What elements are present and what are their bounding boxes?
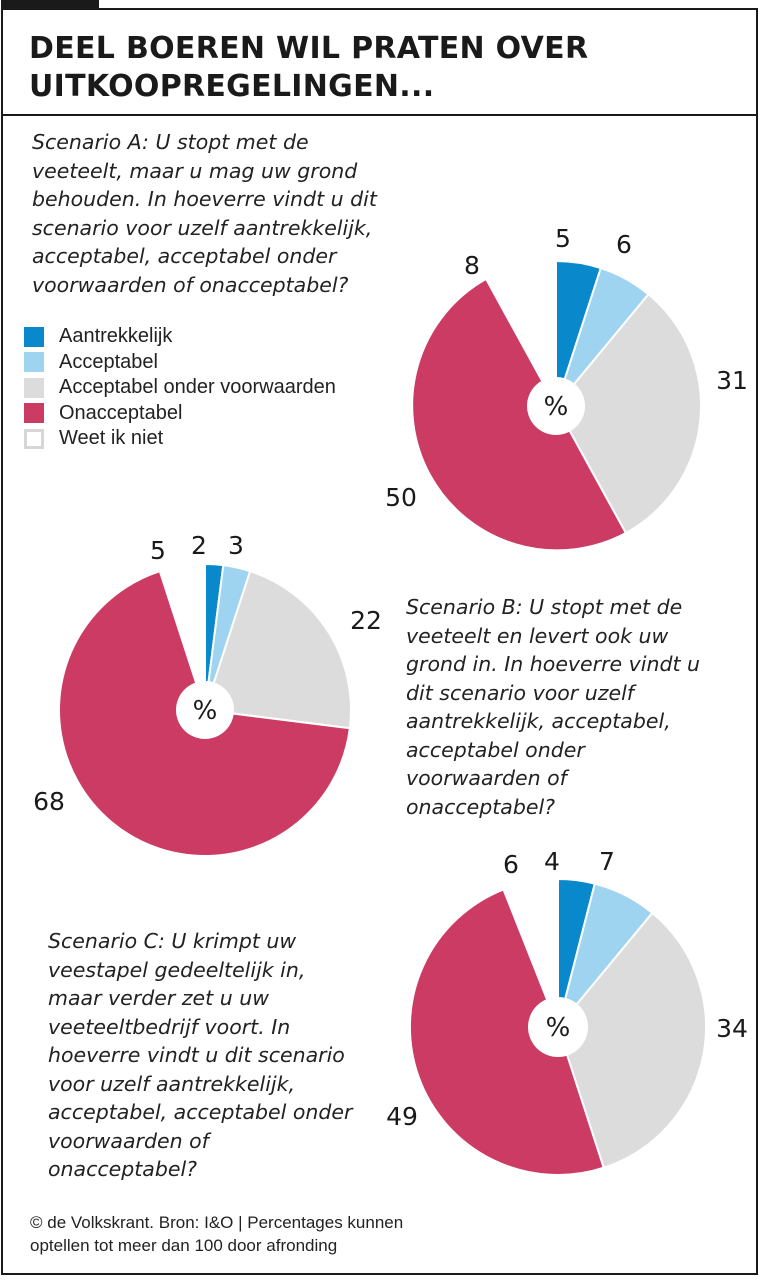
pie-slice-onacceptabel — [411, 277, 628, 552]
question-line: acceptabel, acceptabel onder — [48, 1100, 353, 1124]
value-label-weet-ik-niet: 5 — [150, 536, 166, 565]
value-label-acceptabel: 3 — [228, 531, 244, 560]
pie-slice-acceptabel-onder-voorwaarden — [203, 569, 352, 730]
pie-chart-scenario-b: % 2 3 22 68 5 — [33, 531, 382, 858]
question-line: veeteelt, maar u mag uw grond — [32, 158, 358, 183]
legend-item-weet-ik-niet: Weet ik niet — [24, 426, 336, 452]
source-note: © de Volkskrant. Bron: I&O | Percentages… — [30, 1211, 730, 1257]
pie-slice-onacceptabel — [409, 888, 605, 1176]
question-line: voorwaarden of — [406, 766, 567, 790]
pie-slice-acceptabel-onder-voorwaarden — [556, 911, 707, 1170]
question-line: dit scenario voor uzelf — [406, 680, 635, 705]
pie-slice-weet-ik-niet — [502, 877, 559, 1028]
pie-chart-scenario-c: % 4 7 34 49 6 — [386, 847, 748, 1176]
value-label-weet-ik-niet: 6 — [503, 850, 519, 879]
pie-slice-weet-ik-niet — [158, 562, 206, 711]
legend-label: Acceptabel — [59, 350, 158, 373]
value-label-onacceptabel: 49 — [386, 1102, 418, 1131]
legend-swatch — [24, 377, 44, 398]
question-line: voor uzelf aantrekkelijk, — [48, 1071, 295, 1096]
legend-swatch — [24, 428, 44, 449]
legend-item-acceptabel: Acceptabel — [24, 350, 336, 376]
value-label-acceptabel: 7 — [599, 847, 615, 876]
question-line: grond in. In hoeverre vindt u — [406, 652, 701, 676]
value-label-weet-ik-niet: 8 — [464, 251, 480, 280]
question-line: hoeverre vindt u dit scenario — [48, 1043, 345, 1067]
source-line-1: © de Volkskrant. Bron: I&O | Percentages… — [30, 1213, 404, 1232]
value-label-aantrekkelijk: 2 — [191, 531, 207, 560]
question-line: onacceptabel? — [406, 794, 556, 819]
pie-center-hole — [527, 377, 585, 435]
value-label-onacceptabel: 68 — [33, 787, 65, 816]
page-title: DEEL BOEREN WIL PRATEN OVER UITKOOPREGEL… — [29, 31, 589, 104]
pie-center-hole — [176, 681, 234, 739]
question-line: acceptabel onder — [406, 737, 585, 762]
question-line: onacceptabel? — [48, 1157, 198, 1181]
legend-swatch — [24, 403, 44, 424]
value-label-acceptabel-onder-voorwaarden: 22 — [350, 606, 382, 635]
question-scenario-c: Scenario C: U krimpt uw veestapel gedeelt… — [48, 927, 352, 1184]
value-label-onacceptabel: 50 — [385, 483, 417, 512]
question-line: Scenario C: U krimpt uw — [48, 929, 297, 953]
pie-center-label: % — [546, 1013, 571, 1043]
legend-label: Weet ik niet — [59, 427, 164, 450]
legend-label: Onacceptabel — [59, 401, 183, 424]
question-line: scenario voor uzelf aantrekkelijk, — [32, 215, 373, 240]
question-line: voorwaarden of onacceptabel? — [32, 272, 349, 297]
legend-swatch — [24, 326, 44, 347]
question-line: acceptabel, acceptabel onder — [32, 244, 337, 268]
pie-chart-scenario-a: % 5 6 31 50 8 — [385, 224, 748, 552]
question-line: Scenario B: U stopt met de — [406, 595, 683, 619]
question-scenario-a: Scenario A: U stopt met de veeteelt, maar… — [32, 128, 377, 299]
value-label-acceptabel-onder-voorwaarden: 31 — [716, 366, 748, 395]
question-line: veeteelt en levert ook uw — [406, 623, 669, 648]
header: DEEL BOEREN WIL PRATEN OVER UITKOOPREGEL… — [3, 10, 756, 116]
value-label-aantrekkelijk: 4 — [544, 847, 560, 876]
legend: Aantrekkelijk Acceptabel Acceptabel onde… — [24, 324, 336, 452]
value-label-acceptabel-onder-voorwaarden: 34 — [716, 1014, 748, 1043]
question-scenario-b: Scenario B: U stopt met de veeteelt en le… — [406, 593, 700, 821]
question-line: Scenario A: U stopt met de — [32, 130, 309, 154]
question-line: behouden. In hoeverre vindt u dit — [32, 187, 377, 211]
legend-label: Acceptabel onder voorwaarden — [59, 376, 336, 399]
legend-item-aantrekkelijk: Aantrekkelijk — [24, 324, 336, 350]
pie-center-hole — [528, 997, 588, 1057]
top-accent-bar — [1, 0, 99, 10]
question-line: veeteeltbedrijf voort. In — [48, 1014, 291, 1039]
question-line: veestapel gedeeltelijk in, — [48, 957, 306, 982]
legend-label: Aantrekkelijk — [59, 325, 173, 348]
legend-item-onacceptabel: Onacceptabel — [24, 401, 336, 427]
pie-center-label: % — [193, 696, 218, 726]
question-line: aantrekkelijk, acceptabel, — [406, 709, 671, 733]
legend-item-acceptabel-onder-voorwaarden: Acceptabel onder voorwaarden — [24, 375, 336, 401]
question-line: maar verder zet u uw — [48, 986, 269, 1010]
source-line-2: optellen tot meer dan 100 door afronding — [30, 1236, 338, 1255]
pie-slice-acceptabel-onder-voorwaarden — [554, 292, 702, 535]
pie-center-label: % — [544, 392, 569, 422]
value-label-acceptabel: 6 — [616, 230, 632, 259]
question-line: voorwaarden of — [48, 1128, 209, 1153]
legend-swatch — [24, 352, 44, 373]
pie-slice-weet-ik-niet — [484, 259, 557, 407]
value-label-aantrekkelijk: 5 — [555, 224, 571, 253]
